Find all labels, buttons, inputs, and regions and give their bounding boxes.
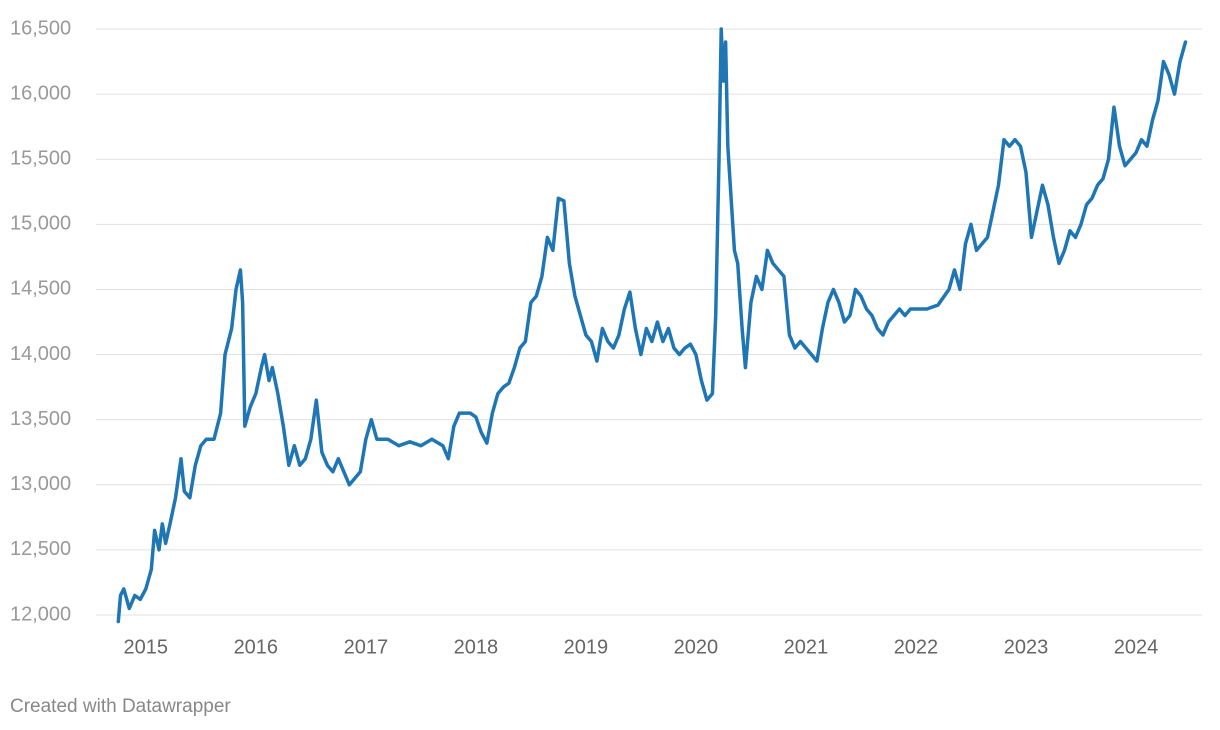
y-tick-label: 16,500 bbox=[10, 17, 71, 39]
x-tick-label: 2022 bbox=[894, 636, 939, 658]
x-tick-label: 2015 bbox=[124, 636, 169, 658]
y-tick-label: 13,000 bbox=[10, 473, 71, 495]
x-tick-label: 2019 bbox=[564, 636, 609, 658]
y-tick-label: 12,500 bbox=[10, 538, 71, 560]
x-tick-label: 2024 bbox=[1114, 636, 1159, 658]
y-tick-label: 14,500 bbox=[10, 278, 71, 300]
x-tick-label: 2023 bbox=[1004, 636, 1049, 658]
y-tick-label: 15,500 bbox=[10, 148, 71, 170]
y-tick-label: 16,000 bbox=[10, 82, 71, 104]
x-tick-label: 2017 bbox=[344, 636, 389, 658]
y-tick-label: 15,000 bbox=[10, 213, 71, 235]
y-tick-label: 13,500 bbox=[10, 408, 71, 430]
y-tick-label: 12,000 bbox=[10, 603, 71, 625]
x-tick-label: 2021 bbox=[784, 636, 829, 658]
x-tick-label: 2018 bbox=[454, 636, 499, 658]
credit: Created with Datawrapper bbox=[10, 696, 231, 717]
x-tick-label: 2016 bbox=[234, 636, 279, 658]
x-tick-label: 2020 bbox=[674, 636, 719, 658]
line bbox=[116, 27, 1188, 624]
y-tick-label: 14,000 bbox=[10, 343, 71, 365]
